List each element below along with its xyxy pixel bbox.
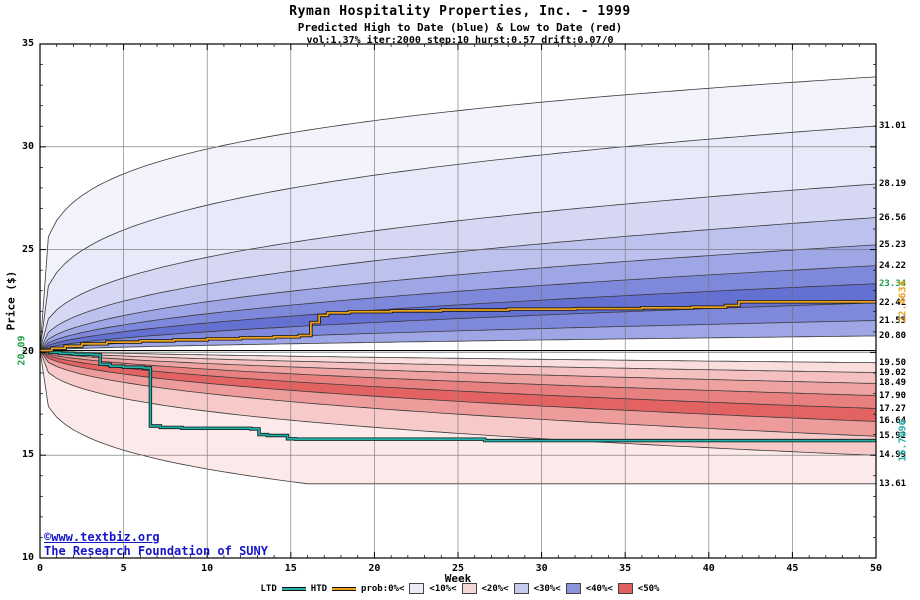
legend-box-swatch	[461, 583, 477, 594]
copyright-link[interactable]: ©www.textbiz.org	[44, 530, 160, 544]
legend-box-swatch	[565, 583, 581, 594]
legend-box-swatch	[409, 583, 425, 594]
plot-border	[39, 43, 877, 559]
htd-final-value-label: 22.4634	[897, 280, 909, 323]
chart-title: Ryman Hospitality Properties, Inc. - 199…	[289, 4, 631, 19]
legend-box-swatch	[617, 583, 633, 594]
legend-label: <20%<	[481, 583, 509, 594]
legend-box-swatch	[513, 583, 529, 594]
high-probability-band	[40, 184, 876, 351]
org-link[interactable]: The Research Foundation of SUNY	[44, 544, 268, 558]
htd-line	[40, 300, 876, 352]
legend-label: <40%<	[585, 583, 613, 594]
legend-label: <10%<	[429, 583, 457, 594]
chart-subtitle: Predicted High to Date (blue) & Low to D…	[297, 21, 623, 34]
low-probability-band	[40, 350, 876, 409]
ltd-final-value-label: 15.7096	[897, 419, 909, 462]
legend-label: <30%<	[533, 583, 561, 594]
high-probability-band	[40, 126, 876, 351]
chart-simulation-params: vol:1.37% iter:2000 step:10 hurst:0.57 d…	[306, 35, 614, 46]
high-probability-band	[40, 265, 876, 351]
low-probability-band	[40, 350, 876, 437]
high-probability-band	[40, 76, 876, 351]
legend-label: LTD	[260, 583, 277, 594]
legend-label: HTD	[310, 583, 328, 594]
legend: LTD HTD prob:0%< <10%< <20%< <30%< <40%< <50%	[0, 583, 920, 594]
ltd-line	[40, 349, 876, 442]
legend-label: <50%	[637, 583, 660, 594]
start-price-label: 20.09	[16, 335, 28, 366]
legend-line-swatch	[332, 586, 357, 591]
high-probability-band	[40, 217, 876, 351]
low-probability-band	[40, 350, 876, 456]
high-probability-band	[40, 244, 876, 351]
legend-line-swatch	[281, 586, 306, 591]
x-axis-title: Week	[444, 572, 472, 585]
low-probability-band	[40, 350, 876, 422]
low-probability-band	[40, 350, 876, 484]
legend-label: prob:0%<	[361, 583, 405, 594]
chart-header: Ryman Hospitality Properties, Inc. - 199…	[0, 0, 920, 46]
